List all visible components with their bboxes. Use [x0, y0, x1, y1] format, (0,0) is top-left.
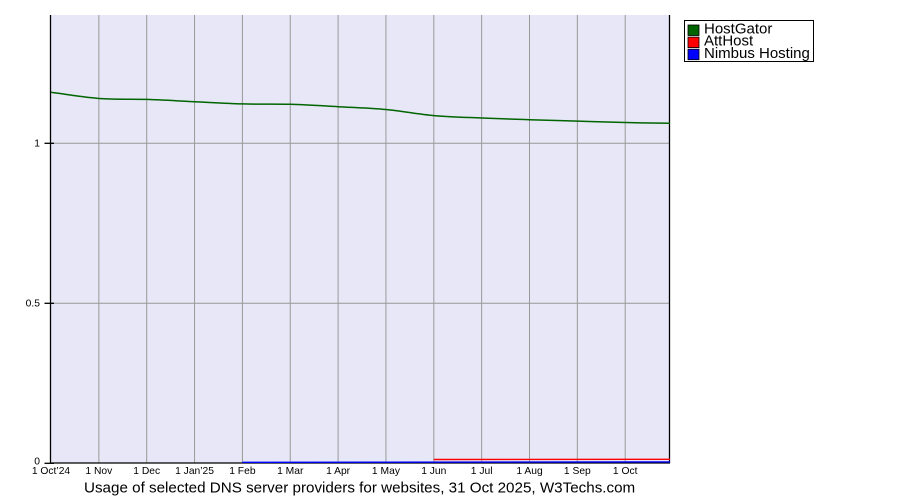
- svg-text:1 Aug: 1 Aug: [516, 466, 543, 477]
- svg-text:1 Jan’25: 1 Jan’25: [175, 466, 214, 477]
- svg-text:1: 1: [34, 138, 40, 149]
- svg-text:1 Apr: 1 Apr: [326, 466, 351, 477]
- svg-text:1 Jun: 1 Jun: [421, 466, 446, 477]
- svg-text:0.5: 0.5: [26, 298, 41, 309]
- svg-text:1 Dec: 1 Dec: [133, 466, 160, 477]
- svg-text:1 Nov: 1 Nov: [85, 466, 113, 477]
- svg-text:1 Oct’24: 1 Oct’24: [32, 466, 71, 477]
- svg-text:Nimbus Hosting: Nimbus Hosting: [704, 45, 810, 62]
- svg-text:1 Feb: 1 Feb: [229, 466, 256, 477]
- svg-text:1 Sep: 1 Sep: [564, 466, 591, 477]
- svg-text:1 May: 1 May: [372, 466, 401, 477]
- svg-text:1 Mar: 1 Mar: [277, 466, 304, 477]
- svg-text:1 Oct: 1 Oct: [613, 466, 638, 477]
- svg-text:1 Jul: 1 Jul: [471, 466, 493, 477]
- svg-text:Usage of selected DNS server p: Usage of selected DNS server providers f…: [84, 480, 635, 497]
